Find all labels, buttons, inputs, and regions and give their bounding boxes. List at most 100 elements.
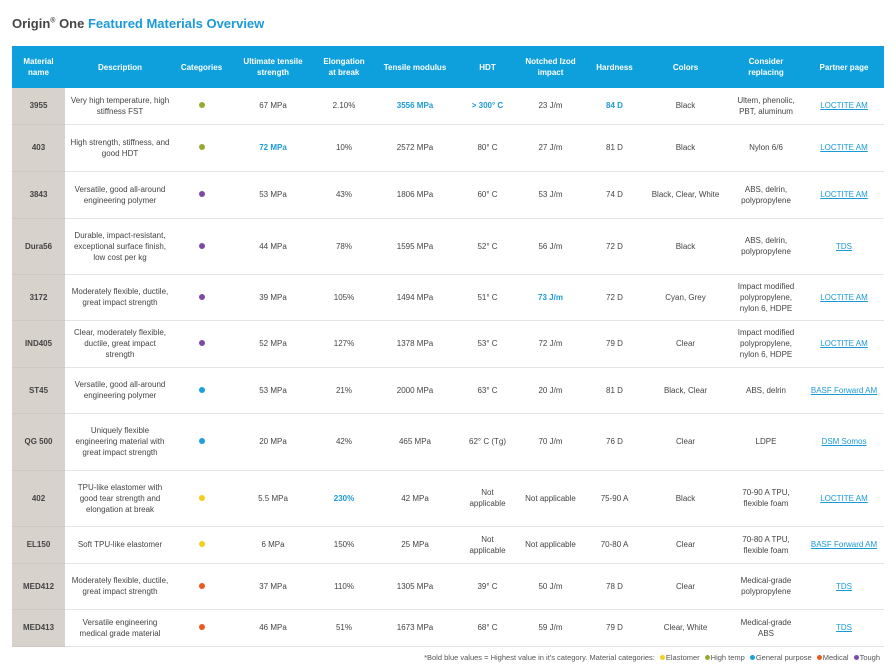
cell-partner: LOCTITE AM <box>804 171 884 219</box>
category-dot-icon <box>198 144 205 150</box>
partner-link[interactable]: BASF Forward AM <box>810 540 878 549</box>
cell-mod: 1378 MPa <box>370 320 460 368</box>
cell-partner: TDS <box>804 609 884 647</box>
cell-partner: LOCTITE AM <box>804 320 884 368</box>
page-title: Origin® One Featured Materials Overview <box>12 16 265 31</box>
partner-link[interactable]: LOCTITE AM <box>820 190 868 199</box>
cell-name: EL150 <box>12 526 65 564</box>
cell-uts: 46 MPa <box>228 609 318 647</box>
cell-hard: 72 D <box>586 274 643 321</box>
cell-cat <box>175 218 228 275</box>
cell-desc: Durable, impact-resistant, exceptional s… <box>65 218 175 275</box>
cell-name: 3843 <box>12 171 65 219</box>
cell-uts: 67 MPa <box>228 88 318 125</box>
cell-partner: TDS <box>804 563 884 610</box>
category-dot-icon <box>198 386 205 393</box>
cell-izod: 53 J/m <box>515 171 586 219</box>
cell-hdt: > 300° C <box>460 88 515 125</box>
table-row: ST45 Versatile, good all-around engineeri… <box>12 367 884 414</box>
partner-link[interactable]: LOCTITE AM <box>820 101 868 111</box>
cell-replace: ABS, delrin, polypropylene <box>728 171 804 219</box>
footnote: *Bold blue values = Highest value in it'… <box>424 653 880 662</box>
cell-partner: BASF Forward AM <box>804 367 884 414</box>
column-header: Partner page <box>804 46 884 88</box>
cell-colors: Clear <box>643 413 728 471</box>
cell-hard: 78 D <box>586 563 643 610</box>
legend-label: Medical <box>822 653 849 662</box>
cell-name: ST45 <box>12 367 65 414</box>
legend-label: General purpose <box>755 653 812 662</box>
table-row: QG 500 Uniquely flexible engineering mate… <box>12 413 884 471</box>
category-dot-icon <box>198 624 205 630</box>
cell-replace: Impact modified polypropylene, nylon 6, … <box>728 274 804 321</box>
cell-elong: 127% <box>318 320 370 368</box>
cell-cat <box>175 171 228 219</box>
partner-link[interactable]: TDS <box>836 623 852 632</box>
cell-mod: 1673 MPa <box>370 609 460 647</box>
category-dot-icon <box>198 102 205 109</box>
partner-link[interactable]: LOCTITE AM <box>820 493 868 503</box>
column-header: Categories <box>175 46 228 88</box>
cell-name: 3172 <box>12 274 65 321</box>
cell-mod: 1806 MPa <box>370 171 460 219</box>
column-header: Notched Izod impact <box>515 46 586 88</box>
cell-colors: Black <box>643 124 728 172</box>
partner-link[interactable]: DSM Somos <box>821 437 867 446</box>
cell-desc: Uniquely flexible engineering material w… <box>65 413 175 471</box>
cell-elong: 42% <box>318 413 370 471</box>
cell-cat <box>175 470 228 527</box>
cell-hdt: Not applicable <box>460 470 515 527</box>
cell-desc: Very high temperature, high stiffness FS… <box>65 88 175 125</box>
legend-label: Elastomer <box>665 653 700 662</box>
column-header: Hardness <box>586 46 643 88</box>
table-row: 3955 Very high temperature, high stiffnes… <box>12 88 884 125</box>
category-dot-icon <box>198 340 205 346</box>
cell-hdt: 80° C <box>460 124 515 172</box>
cell-replace: ABS, delrin <box>728 367 804 414</box>
partner-link[interactable]: TDS <box>836 581 852 591</box>
cell-replace: 70-80 A TPU, flexible foam <box>728 526 804 564</box>
partner-link[interactable]: LOCTITE AM <box>820 292 868 302</box>
cell-cat <box>175 563 228 610</box>
cell-cat <box>175 124 228 172</box>
table-row: IND405 Clear, moderately flexible, ductil… <box>12 320 884 368</box>
cell-elong: 150% <box>318 526 370 564</box>
column-header: Description <box>65 46 175 88</box>
partner-link[interactable]: BASF Forward AM <box>810 385 878 395</box>
cell-uts: 39 MPa <box>228 274 318 321</box>
cell-name: MED412 <box>12 563 65 610</box>
cell-partner: LOCTITE AM <box>804 470 884 527</box>
partner-link[interactable]: LOCTITE AM <box>820 143 868 152</box>
cell-desc: Versatile, good all-around engineering p… <box>65 171 175 219</box>
cell-cat <box>175 88 228 125</box>
cell-partner: BASF Forward AM <box>804 526 884 564</box>
cell-colors: Cyan, Grey <box>643 274 728 321</box>
legend-dot-icon <box>853 655 859 660</box>
cell-name: 402 <box>12 470 65 527</box>
cell-mod: 1595 MPa <box>370 218 460 275</box>
category-dot-icon <box>198 582 205 589</box>
partner-link[interactable]: LOCTITE AM <box>820 339 868 348</box>
table-row: MED413 Versatile engineering medical grad… <box>12 609 884 647</box>
cell-hard: 75-90 A <box>586 470 643 527</box>
cell-izod: 73 J/m <box>515 274 586 321</box>
cell-mod: 42 MPa <box>370 470 460 527</box>
cell-name: IND405 <box>12 320 65 368</box>
cell-replace: ABS, delrin, polypropylene <box>728 218 804 275</box>
cell-colors: Black <box>643 88 728 125</box>
cell-colors: Black <box>643 470 728 527</box>
partner-link[interactable]: TDS <box>836 241 852 251</box>
cell-uts: 44 MPa <box>228 218 318 275</box>
category-dot-icon <box>198 438 205 444</box>
table-row: 403 High strength, stiffness, and good HD… <box>12 124 884 172</box>
cell-replace: Impact modified polypropylene, nylon 6, … <box>728 320 804 368</box>
cell-colors: Clear <box>643 526 728 564</box>
column-header: Consider replacing <box>728 46 804 88</box>
legend-dot-icon <box>704 655 710 660</box>
cell-name: 3955 <box>12 88 65 125</box>
cell-izod: 70 J/m <box>515 413 586 471</box>
cell-hdt: 60° C <box>460 171 515 219</box>
cell-desc: Moderately flexible, ductile, great impa… <box>65 563 175 610</box>
category-dot-icon <box>198 494 205 501</box>
category-dot-icon <box>198 191 205 197</box>
